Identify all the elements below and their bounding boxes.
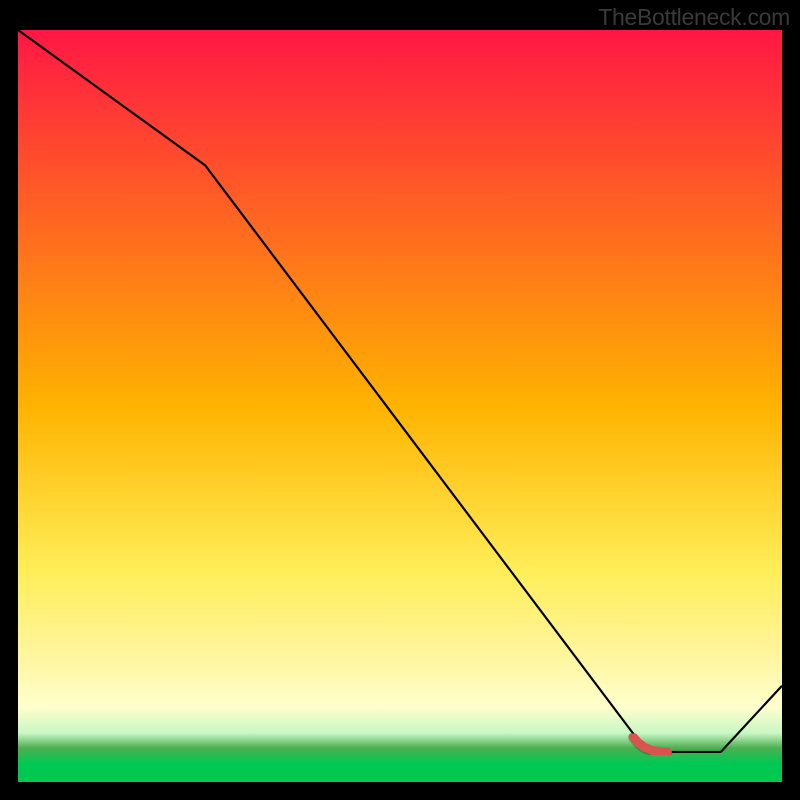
chart-svg xyxy=(18,30,782,782)
watermark-text: TheBottleneck.com xyxy=(598,4,790,31)
chart-area xyxy=(18,30,782,782)
chart-background xyxy=(18,30,782,782)
